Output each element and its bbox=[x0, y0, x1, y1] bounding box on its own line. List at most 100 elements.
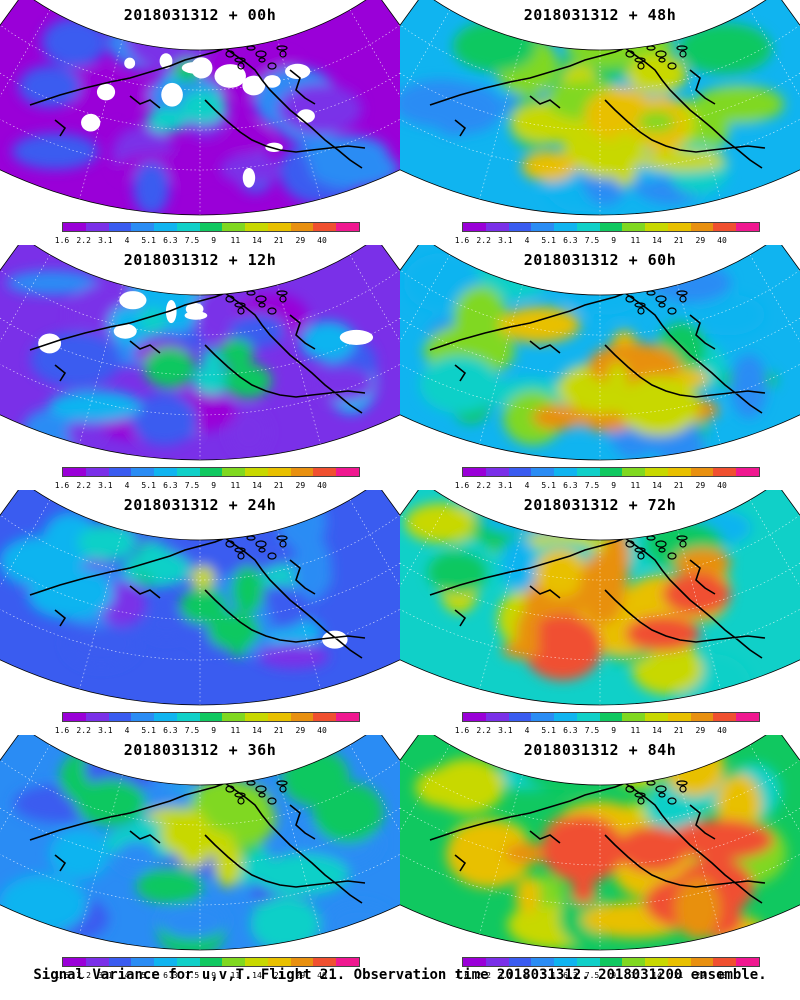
colorbar-segment bbox=[267, 713, 291, 721]
variance-field-blobs bbox=[0, 494, 332, 669]
panel-title: 2018031312 + 72h bbox=[523, 496, 677, 514]
colorbar-segment bbox=[622, 223, 646, 231]
colorbar-tick-label: 29 bbox=[695, 236, 706, 245]
colorbar-tick-label: 2.2 bbox=[476, 971, 491, 980]
map-plot bbox=[400, 735, 800, 951]
colorbar-segment bbox=[108, 958, 132, 966]
colorbar-segment bbox=[245, 223, 268, 231]
map-frame bbox=[400, 245, 800, 461]
colorbar-segment bbox=[63, 713, 86, 721]
colorbar-segment bbox=[508, 958, 532, 966]
colorbar-tick-label: 40 bbox=[717, 971, 727, 980]
colorbar-tick-label: 14 bbox=[252, 971, 262, 980]
colorbar-tick-label: 29 bbox=[295, 481, 306, 490]
figure-caption: Signal Variance for u,v,T. Flight 21. Ob… bbox=[33, 967, 767, 983]
colorbar-tick-label: 5.1 bbox=[541, 236, 556, 245]
colorbar-labels: 1.6 2.2 3.1 4 5.1 6.3 7.5 9 11 14 21 29 40 bbox=[55, 971, 360, 981]
colorbar-tick-label: 5.1 bbox=[541, 971, 556, 980]
colorbar-labels: 1.6 2.2 3.1 4 5.1 6.3 7.5 9 11 14 21 29 40 bbox=[455, 481, 760, 491]
colorbar-segment bbox=[222, 468, 246, 476]
arctic-islands bbox=[216, 45, 288, 70]
colorbar-tick-label: 11 bbox=[630, 726, 641, 735]
map-panel-p48: 2018031312 + 48h 1.6 2.2 3.1 4 5.1 6.3 7.5 9 11 14… bbox=[400, 0, 800, 245]
colorbar-segment bbox=[690, 958, 714, 966]
colorbar bbox=[62, 712, 360, 722]
map-plot bbox=[400, 490, 800, 706]
colorbar-labels: 1.6 2.2 3.1 4 5.1 6.3 7.5 9 11 14 21 29 40 bbox=[55, 236, 360, 246]
colorbar-segment bbox=[290, 468, 314, 476]
colorbar-tick-label: 14 bbox=[252, 236, 262, 245]
graticule bbox=[400, 9, 800, 215]
colorbar-segment bbox=[576, 468, 600, 476]
map-plot bbox=[400, 0, 800, 216]
colorbar-segment bbox=[690, 713, 714, 721]
colorbar-tick-label: 4 bbox=[124, 726, 130, 735]
colorbar-tick-label: 11 bbox=[230, 481, 241, 490]
colorbar-tick-label: 3.1 bbox=[498, 236, 513, 245]
colorbar-tick-label: 40 bbox=[717, 726, 727, 735]
colorbar-tick-label: 7.5 bbox=[584, 236, 600, 245]
colorbar-tick-label: 1.6 bbox=[54, 726, 70, 735]
arctic-islands bbox=[616, 780, 688, 805]
colorbar-labels: 1.6 2.2 3.1 4 5.1 6.3 7.5 9 11 14 21 29 40 bbox=[455, 726, 760, 736]
colorbar-segment bbox=[508, 223, 532, 231]
colorbar-tick-label: 21 bbox=[273, 726, 284, 735]
colorbar-segment bbox=[131, 223, 155, 231]
colorbar-tick-label: 21 bbox=[673, 726, 684, 735]
colorbar-segment bbox=[336, 468, 359, 476]
graticule bbox=[0, 254, 400, 460]
colorbar-segment bbox=[690, 223, 714, 231]
colorbar-segment bbox=[554, 958, 577, 966]
arctic-islands bbox=[616, 290, 688, 315]
colorbar-tick-label: 40 bbox=[317, 971, 327, 980]
colorbar-tick-label: 40 bbox=[317, 236, 327, 245]
panel-title: 2018031312 + 36h bbox=[123, 741, 277, 759]
colorbar-segment bbox=[85, 958, 109, 966]
colorbar-tick-label: 11 bbox=[630, 481, 641, 490]
map-frame bbox=[0, 735, 400, 951]
colorbar-segment bbox=[622, 958, 646, 966]
colorbar-segment bbox=[667, 223, 691, 231]
colorbar-tick-label: 4 bbox=[524, 726, 530, 735]
colorbar-segment bbox=[463, 958, 486, 966]
graticule bbox=[400, 254, 800, 460]
colorbar-segment bbox=[485, 468, 509, 476]
colorbar-tick-label: 9 bbox=[611, 481, 617, 490]
graticule bbox=[400, 499, 800, 705]
map-panel-p00: 2018031312 + 00h 1.6 2.2 3.1 4 5.1 6.3 7.5 9 11 14… bbox=[0, 0, 400, 245]
colorbar-tick-label: 9 bbox=[611, 236, 617, 245]
colorbar-segment bbox=[108, 223, 132, 231]
colorbar-tick-label: 2.2 bbox=[476, 481, 491, 490]
colorbar-segment bbox=[245, 713, 268, 721]
colorbar-segment bbox=[336, 713, 359, 721]
colorbar-tick-label: 11 bbox=[230, 971, 241, 980]
colorbar-segment bbox=[336, 958, 359, 966]
colorbar-segment bbox=[154, 223, 177, 231]
map-frame bbox=[0, 0, 400, 216]
map-panel-p60: 2018031312 + 60h 1.6 2.2 3.1 4 5.1 6.3 7.5 9 11 14… bbox=[400, 245, 800, 490]
colorbar-segment bbox=[336, 223, 359, 231]
colorbar bbox=[462, 712, 760, 722]
colorbar-segment bbox=[508, 713, 532, 721]
colorbar-tick-label: 6.3 bbox=[563, 236, 578, 245]
colorbar-tick-label: 14 bbox=[652, 971, 662, 980]
colorbar-segment bbox=[690, 468, 714, 476]
colorbar-tick-label: 21 bbox=[673, 971, 684, 980]
variance-field-blobs bbox=[403, 251, 778, 461]
colorbar-tick-label: 5.1 bbox=[141, 481, 156, 490]
colorbar-segment bbox=[176, 958, 200, 966]
panel-title: 2018031312 + 24h bbox=[123, 496, 277, 514]
colorbar-tick-label: 4 bbox=[124, 971, 130, 980]
colorbar-tick-label: 11 bbox=[230, 726, 241, 735]
colorbar-segment bbox=[576, 958, 600, 966]
map-plot bbox=[0, 490, 400, 706]
colorbar-tick-label: 4 bbox=[524, 971, 530, 980]
colorbar-segment bbox=[313, 223, 337, 231]
panel-title: 2018031312 + 00h bbox=[123, 6, 277, 24]
colorbar-segment bbox=[713, 468, 737, 476]
colorbar-segment bbox=[313, 713, 337, 721]
colorbar-segment bbox=[599, 713, 623, 721]
colorbar-segment bbox=[267, 223, 291, 231]
colorbar-tick-label: 2.2 bbox=[476, 236, 491, 245]
colorbar-segment bbox=[85, 468, 109, 476]
